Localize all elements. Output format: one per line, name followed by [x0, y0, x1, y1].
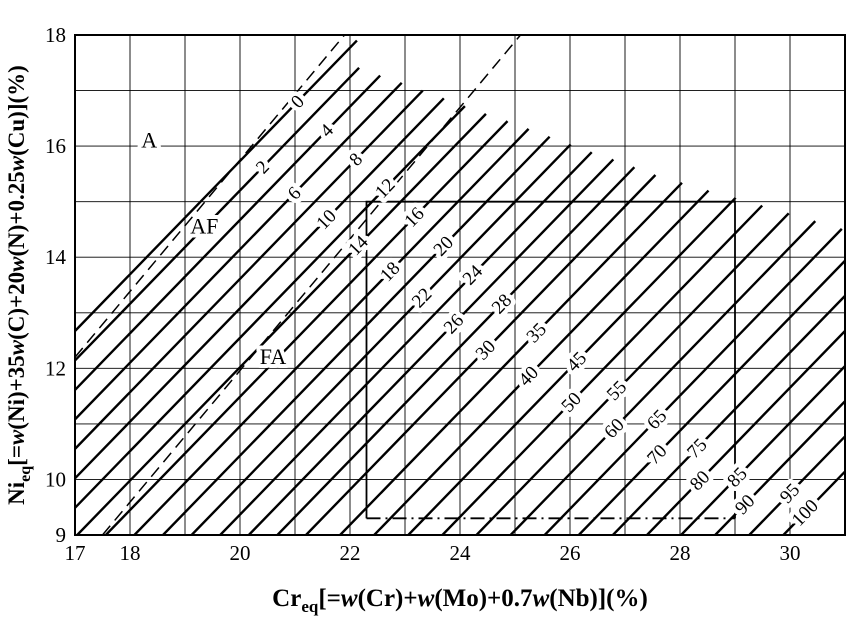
- fn-line-14: [76, 113, 487, 535]
- x-tick-28: 28: [670, 541, 691, 565]
- fn-line-30: [305, 174, 657, 535]
- fn-line-4: [75, 74, 381, 391]
- y-tick-12: 12: [45, 356, 66, 380]
- x-tick-17: 17: [65, 541, 86, 565]
- region-label-AF: AF: [190, 214, 218, 239]
- fn-line-12: [75, 105, 466, 509]
- fn-line-8: [75, 89, 424, 450]
- x-tick-26: 26: [560, 541, 581, 565]
- fn-line-90: [714, 400, 845, 535]
- fn-line-24: [219, 151, 593, 535]
- y-tick-16: 16: [45, 134, 66, 158]
- region-labels: A AF FA: [137, 124, 290, 374]
- fn-line-50: [441, 204, 764, 535]
- fn-line-70: [577, 259, 845, 535]
- x-tick-18: 18: [120, 541, 141, 565]
- fn-line-40: [373, 189, 710, 535]
- fn-line-45: [407, 196, 737, 535]
- fn-line-6: [75, 81, 403, 421]
- fn-line-0: [75, 39, 358, 332]
- x-axis-title: Creq[=w(Cr)+w(Mo)+0.7w(Nb)](%): [272, 585, 648, 616]
- fn-line-55: [475, 212, 790, 535]
- AF-FA-boundary: [101, 35, 522, 535]
- A-AF-boundary: [75, 35, 346, 358]
- fn-line-65: [543, 228, 843, 535]
- x-tick-20: 20: [230, 541, 251, 565]
- y-tick-10: 10: [45, 467, 66, 491]
- y-tick-18: 18: [45, 23, 66, 47]
- plot-frame: [74, 34, 846, 536]
- composition-range-box: [365, 200, 736, 520]
- y-tick-9: 9: [56, 523, 67, 547]
- x-tick-24: 24: [450, 541, 472, 565]
- y-tick-14: 14: [45, 245, 67, 269]
- fn-line-100: [782, 470, 845, 535]
- fn-line-85: [680, 365, 845, 535]
- fn-line-60: [509, 220, 817, 535]
- fn-line-18: [133, 128, 530, 535]
- fn-line-20: [162, 135, 551, 535]
- solidification-boundaries: [75, 35, 522, 535]
- fn-line-95: [748, 435, 845, 535]
- fn-line-22: [190, 143, 572, 535]
- fn-line-26: [247, 158, 615, 535]
- x-axis-tick-labels: 17 18 20 22 24 26 28 30: [65, 541, 801, 565]
- fn-line-75: [612, 295, 845, 535]
- fn-line-10: [75, 97, 445, 480]
- x-tick-30: 30: [780, 541, 801, 565]
- fn-line-28: [276, 166, 636, 535]
- region-label-FA: FA: [260, 344, 287, 369]
- region-label-A: A: [141, 128, 157, 153]
- fn-line-80: [646, 330, 845, 535]
- ferrite-number-lines: [75, 39, 845, 535]
- fn-line-16: [104, 120, 509, 535]
- fn-line-35: [339, 181, 683, 535]
- y-axis-title: Nieq[=w(Ni)+35w(C)+20w(N)+0.25w(Cu)](%): [4, 65, 34, 505]
- y-axis-tick-labels: 9 10 12 14 16 18: [45, 23, 67, 547]
- fn-line-2: [75, 66, 360, 362]
- x-tick-22: 22: [340, 541, 361, 565]
